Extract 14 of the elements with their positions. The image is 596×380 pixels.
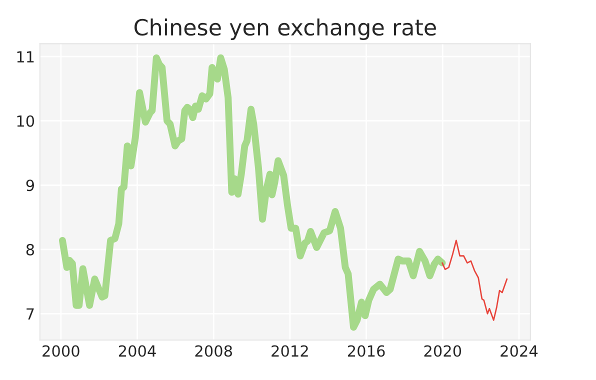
y-tick-label: 8 [26, 244, 34, 256]
y-tick-label: 11 [17, 51, 34, 62]
y-tick-label: 10 [17, 115, 34, 127]
line-series [442, 240, 508, 321]
x-tick-label: 2016 [348, 345, 385, 357]
y-tick-label: 9 [26, 180, 34, 192]
x-tick-label: 2004 [118, 345, 156, 357]
x-tick-label: 2008 [195, 345, 232, 357]
x-tick-label: 2024 [500, 345, 538, 357]
x-tick-label: 2000 [42, 345, 80, 357]
y-tick-label: 7 [26, 308, 34, 320]
x-tick-label: 2020 [424, 345, 462, 357]
x-tick-label: 2012 [272, 345, 308, 357]
chart-title: Chinese yen exchange rate [134, 18, 436, 40]
